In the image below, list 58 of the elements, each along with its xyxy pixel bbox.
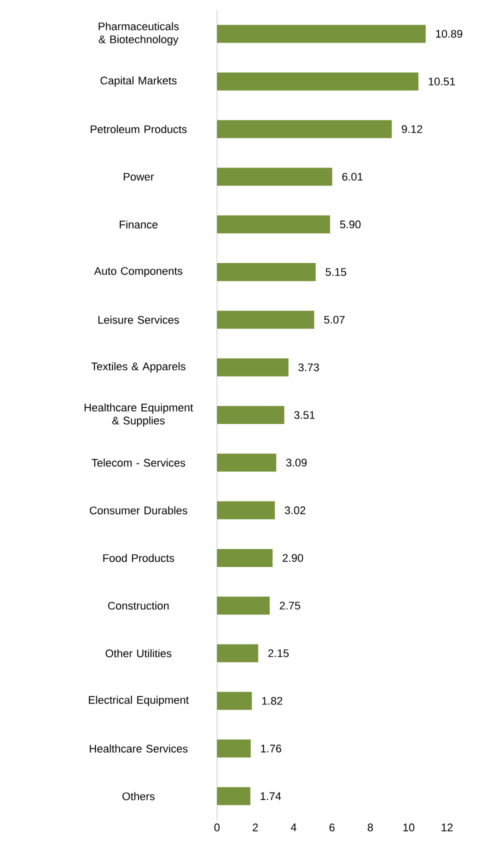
bar (217, 596, 270, 615)
y-tick-label: Others (122, 792, 155, 800)
bar (217, 72, 418, 90)
data-label: 5.15 (326, 268, 346, 276)
data-label: 6.01 (342, 172, 363, 181)
data-label: 2.90 (282, 554, 304, 562)
data-label: 1.74 (260, 792, 281, 800)
data-label: 2.75 (280, 602, 300, 610)
data-label: 1.76 (261, 744, 282, 752)
data-label: 2.15 (268, 649, 289, 658)
data-label: 10.89 (436, 30, 462, 38)
y-tick-label: Consumer Durables (90, 506, 188, 514)
y-tick-label: Pharmaceuticals & Biotechnology (98, 22, 179, 46)
data-label: 5.07 (324, 316, 345, 324)
data-label: 3.02 (284, 506, 306, 514)
x-tick-label: 0 (214, 824, 220, 832)
bar (217, 120, 392, 138)
bar (217, 215, 330, 234)
x-tick-label: 12 (442, 824, 453, 832)
y-tick-label: Construction (108, 602, 169, 610)
bar (217, 310, 314, 329)
bar (217, 644, 258, 662)
y-tick-label: Capital Markets (100, 76, 177, 87)
y-tick-label: Auto Components (94, 267, 182, 278)
bar (217, 692, 252, 710)
x-tick-label: 2 (252, 824, 258, 832)
bar (217, 501, 275, 520)
bar (217, 358, 288, 376)
data-label: 10.51 (428, 78, 455, 86)
x-tick-label: 6 (330, 824, 335, 832)
y-tick-label: Other Utilities (106, 649, 172, 658)
data-label: 3.73 (298, 363, 319, 372)
y-tick-label: Power (124, 172, 154, 181)
y-tick-label: Healthcare Services (90, 744, 188, 753)
data-label: 1.82 (262, 697, 282, 705)
y-tick-label: Textiles & Apparels (91, 362, 186, 372)
bar (217, 168, 332, 186)
y-tick-label: Food Products (103, 554, 174, 562)
y-tick-label: Electrical Equipment (88, 696, 189, 706)
y-tick-label: Healthcare Equipment & Supplies (84, 403, 194, 427)
bar (217, 406, 284, 424)
bar (217, 24, 426, 43)
bar (217, 548, 273, 567)
data-label: 9.12 (402, 125, 422, 134)
x-tick-label: 4 (290, 824, 296, 832)
x-tick-label: 8 (368, 824, 373, 832)
bar (217, 787, 250, 806)
bar (217, 740, 251, 758)
y-tick-label: Leisure Services (98, 316, 180, 324)
bar (217, 263, 316, 282)
x-tick-label: 10 (403, 824, 414, 832)
y-tick-label: Petroleum Products (90, 125, 187, 134)
data-label: 3.51 (294, 411, 315, 419)
data-label: 3.09 (286, 458, 307, 467)
data-label: 5.90 (340, 220, 361, 228)
bar (217, 454, 276, 472)
y-tick-label: Telecom - Services (92, 458, 186, 467)
y-tick-label: Finance (120, 220, 158, 228)
